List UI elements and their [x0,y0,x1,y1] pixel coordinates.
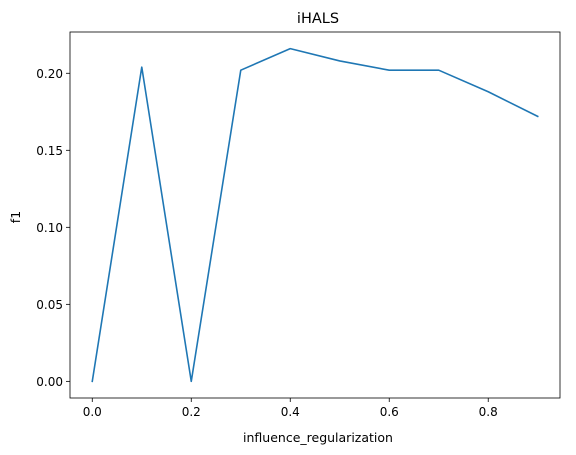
y-tick-label: 0.15 [36,144,63,158]
x-tick-label: 0.2 [182,405,201,419]
y-axis-label: f1 [8,211,23,223]
x-axis-label: influence_regularization [243,430,393,445]
y-tick-label: 0.05 [36,298,63,312]
x-tick-label: 0.6 [380,405,399,419]
x-tick-label: 0.0 [83,405,102,419]
y-tick-label: 0.10 [36,221,63,235]
y-tick-label: 0.00 [36,375,63,389]
x-tick-label: 0.4 [281,405,300,419]
y-tick-label: 0.20 [36,67,63,81]
x-tick-label: 0.8 [479,405,498,419]
chart-title: iHALS [297,11,339,27]
